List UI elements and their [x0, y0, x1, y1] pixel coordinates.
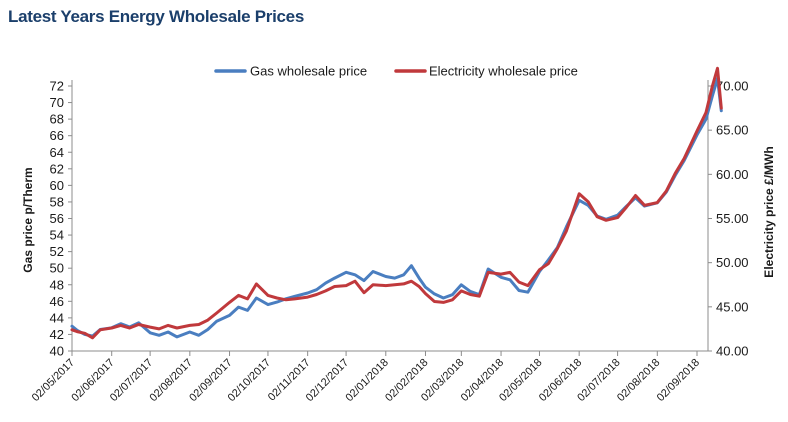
chart-axes: [71, 80, 709, 352]
left-tick-label: 56: [50, 211, 64, 226]
left-tick-label: 54: [50, 228, 64, 243]
x-tick-label: 02/09/2018: [655, 357, 702, 404]
right-tick-label: 40.00: [716, 344, 749, 359]
left-tick-label: 68: [50, 112, 64, 127]
page-title: Latest Years Energy Wholesale Prices: [8, 7, 304, 26]
left-tick-label: 60: [50, 178, 64, 193]
right-tick-label: 55.00: [716, 211, 749, 226]
gas-price-line: [70, 77, 723, 339]
left-tick-label: 66: [50, 128, 64, 143]
electricity-legend-label: Electricity wholesale price: [429, 64, 578, 79]
right-tick-label: 60.00: [716, 167, 749, 182]
left-tick-label: 62: [50, 161, 64, 176]
right-tick-label: 70.00: [716, 79, 749, 94]
left-tick-label: 44: [50, 310, 64, 325]
left-tick-label: 42: [50, 327, 64, 342]
left-tick-label: 52: [50, 244, 64, 259]
right-tick-label: 45.00: [716, 299, 749, 314]
left-tick-label: 48: [50, 277, 64, 292]
right-tick-label: 65.00: [716, 123, 749, 138]
right-axis-label: Electricity price £/MWh: [762, 146, 776, 277]
left-tick-label: 46: [50, 294, 64, 309]
chart-series-lines: [70, 66, 723, 340]
right-tick-label: 50.00: [716, 255, 749, 270]
right-axis-ticks: 40.00 45.00 50.00 55.00 60.00 65.00 70.00: [708, 79, 749, 359]
left-tick-label: 50: [50, 261, 64, 276]
left-tick-label: 40: [50, 344, 64, 359]
electricity-price-line: [70, 66, 723, 340]
left-axis-label: Gas price p/Therm: [21, 167, 35, 272]
left-tick-label: 72: [50, 79, 64, 94]
x-axis-ticks: 02/05/201702/06/201702/07/201702/08/2017…: [30, 351, 702, 404]
left-tick-label: 70: [50, 95, 64, 110]
left-tick-label: 64: [50, 145, 64, 160]
chart-legend: Gas wholesale price Electricity wholesale…: [214, 64, 578, 79]
left-tick-label: 58: [50, 194, 64, 209]
gas-legend-label: Gas wholesale price: [250, 64, 367, 79]
